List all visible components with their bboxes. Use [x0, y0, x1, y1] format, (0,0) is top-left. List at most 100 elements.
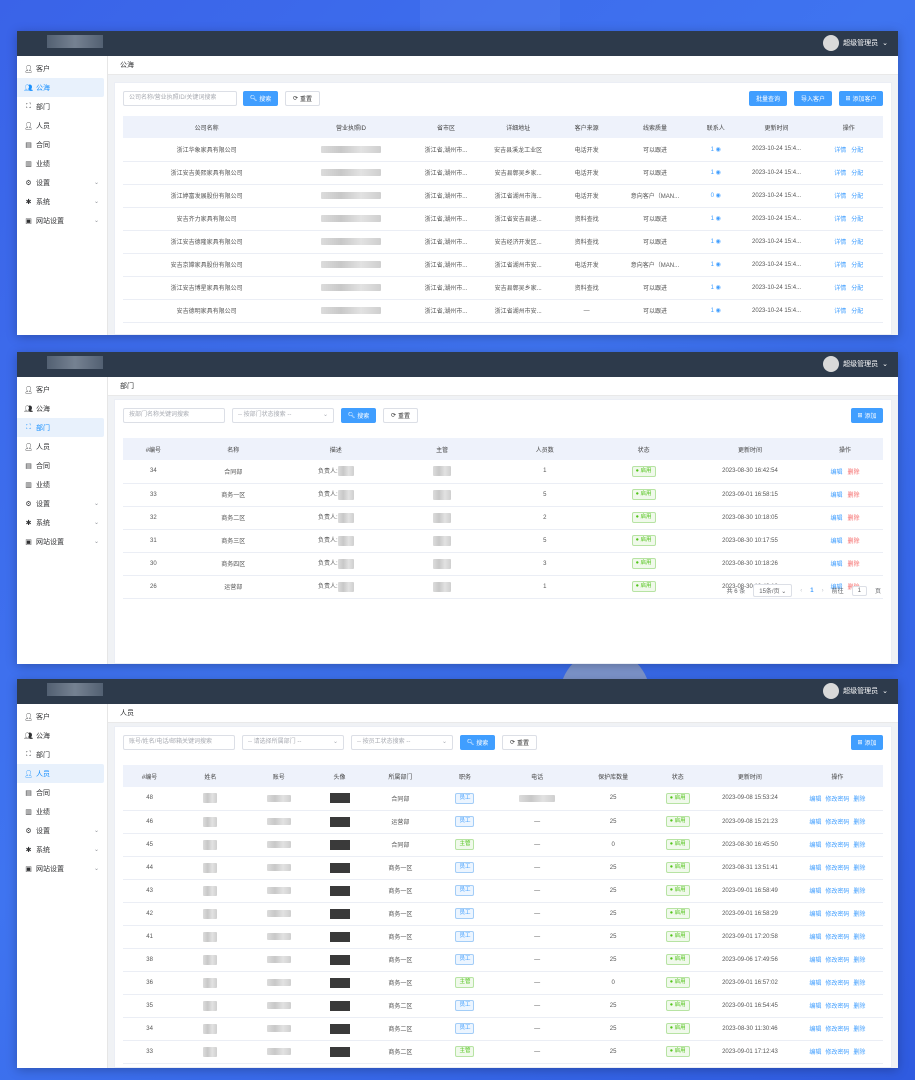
edit-link[interactable]: 编辑 [809, 820, 822, 826]
user-menu[interactable]: 超级管理员 ⌄ [823, 356, 888, 372]
delete-link[interactable]: 删除 [847, 562, 860, 568]
batch-query-button[interactable]: 批量查询 [749, 91, 787, 106]
search-button[interactable]: 🔍︎ 搜索 [243, 91, 278, 106]
delete-link[interactable]: 删除 [853, 843, 866, 849]
sidebar-item[interactable]: ⚙︎ 设置 ⌄ [17, 494, 107, 513]
sidebar-item[interactable]: ⛶ 部门 [17, 418, 104, 437]
sidebar-item[interactable]: ⚙︎ 设置 ⌄ [17, 173, 107, 192]
contacts[interactable]: 0 ◉ [692, 184, 739, 208]
edit-link[interactable]: 编辑 [809, 1004, 822, 1010]
delete-link[interactable]: 删除 [847, 469, 860, 476]
sidebar-item[interactable]: 👥︎ 公海 [17, 726, 107, 745]
sidebar-item[interactable]: ▥ 业绩 [17, 802, 107, 821]
contacts[interactable]: 1 ◉ [692, 299, 739, 323]
delete-link[interactable]: 删除 [847, 516, 860, 522]
change-password-link[interactable]: 修改密码 [825, 1027, 850, 1033]
contacts[interactable]: 1 ◉ [692, 253, 739, 277]
eye-icon[interactable]: ◉ [715, 262, 721, 268]
reset-button[interactable]: ⟳ 重置 [285, 91, 320, 106]
sidebar-item[interactable]: 👤︎ 人员 [17, 116, 107, 135]
delete-link[interactable]: 删除 [853, 935, 866, 941]
delete-link[interactable]: 删除 [853, 866, 866, 872]
delete-link[interactable]: 删除 [853, 1027, 866, 1033]
search-button[interactable]: 🔍︎ 搜索 [460, 735, 495, 750]
change-password-link[interactable]: 修改密码 [825, 958, 850, 964]
contact-count[interactable]: 1 [710, 216, 714, 222]
delete-link[interactable]: 删除 [853, 820, 866, 826]
change-password-link[interactable]: 修改密码 [825, 820, 850, 826]
contact-count[interactable]: 1 [710, 239, 714, 245]
assign-link[interactable]: 分配 [851, 286, 864, 292]
import-customer-button[interactable]: 导入客户 [794, 91, 832, 106]
sidebar-item[interactable]: ⛶ 部门 [17, 97, 107, 116]
search-input[interactable]: 账号/姓名/电话/邮箱关键词搜索 [123, 735, 235, 750]
eye-icon[interactable]: ◉ [715, 216, 721, 222]
department-select[interactable]: -- 请选择所属部门 -- ⌄ [242, 735, 344, 750]
detail-link[interactable]: 详情 [834, 263, 847, 269]
sidebar-item[interactable]: ▣ 网站设置 ⌄ [17, 211, 107, 230]
sidebar-item[interactable]: ▤ 合同 [17, 783, 107, 802]
eye-icon[interactable]: ◉ [715, 170, 721, 176]
eye-icon[interactable]: ◉ [715, 146, 721, 153]
add-button[interactable]: ⊞ 添加 [851, 408, 883, 423]
contact-count[interactable]: 1 [710, 146, 714, 153]
eye-icon[interactable]: ◉ [715, 285, 721, 291]
sidebar-item[interactable]: 👤︎ 人员 [17, 764, 104, 783]
page-size-select[interactable]: 15条/页 ⌄ [753, 584, 793, 597]
contacts[interactable]: 1 ◉ [692, 207, 739, 231]
contacts[interactable]: 1 ◉ [692, 138, 739, 162]
sidebar-item[interactable]: ▤ 合同 [17, 456, 107, 475]
contacts[interactable]: 1 ◉ [692, 230, 739, 254]
edit-link[interactable]: 编辑 [809, 796, 822, 803]
edit-link[interactable]: 编辑 [830, 585, 843, 591]
sidebar-item[interactable]: ⛶ 部门 [17, 745, 107, 764]
sidebar-item[interactable]: ▥ 业绩 [17, 475, 107, 494]
sidebar-item[interactable]: ▥ 业绩 [17, 154, 107, 173]
detail-link[interactable]: 详情 [834, 240, 847, 246]
eye-icon[interactable]: ◉ [715, 239, 721, 245]
sidebar-item[interactable]: ✱ 系统 ⌄ [17, 840, 107, 859]
sidebar-item[interactable]: 👤︎ 客户 [17, 380, 107, 399]
prev-page-icon[interactable]: ‹ [800, 587, 803, 594]
change-password-link[interactable]: 修改密码 [825, 1004, 850, 1010]
change-password-link[interactable]: 修改密码 [825, 935, 850, 941]
contacts[interactable]: 1 ◉ [692, 161, 739, 185]
detail-link[interactable]: 详情 [834, 309, 847, 315]
edit-link[interactable]: 编辑 [809, 935, 822, 941]
change-password-link[interactable]: 修改密码 [825, 866, 850, 872]
eye-icon[interactable]: ◉ [715, 308, 721, 314]
change-password-link[interactable]: 修改密码 [825, 912, 850, 918]
sidebar-item[interactable]: ▣ 网站设置 ⌄ [17, 859, 107, 878]
sidebar-item[interactable]: ⚙︎ 设置 ⌄ [17, 821, 107, 840]
delete-link[interactable]: 删除 [853, 1050, 866, 1056]
edit-link[interactable]: 编辑 [809, 958, 822, 964]
edit-link[interactable]: 编辑 [830, 562, 843, 568]
status-select[interactable]: -- 按部门状态搜索 -- ⌄ [232, 408, 334, 423]
change-password-link[interactable]: 修改密码 [825, 1050, 850, 1056]
detail-link[interactable]: 详情 [834, 171, 847, 177]
reset-button[interactable]: ⟳ 重置 [502, 735, 537, 750]
edit-link[interactable]: 编辑 [809, 1027, 822, 1033]
edit-link[interactable]: 编辑 [809, 1050, 822, 1056]
sidebar-item[interactable]: ▤ 合同 [17, 135, 107, 154]
change-password-link[interactable]: 修改密码 [825, 981, 850, 987]
edit-link[interactable]: 编辑 [830, 539, 843, 545]
edit-link[interactable]: 编辑 [830, 516, 843, 522]
sidebar-item[interactable]: ✱ 系统 ⌄ [17, 513, 107, 532]
contact-count[interactable]: 0 [710, 193, 714, 199]
sidebar-item[interactable]: 👤︎ 客户 [17, 59, 107, 78]
search-button[interactable]: 🔍︎ 搜索 [341, 408, 376, 423]
sidebar-item[interactable]: ✱ 系统 ⌄ [17, 192, 107, 211]
delete-link[interactable]: 删除 [853, 796, 866, 803]
change-password-link[interactable]: 修改密码 [825, 889, 850, 895]
sidebar-item[interactable]: ▣ 网站设置 ⌄ [17, 532, 107, 551]
delete-link[interactable]: 删除 [847, 539, 860, 545]
add-customer-button[interactable]: ⊞ 添加客户 [839, 91, 883, 106]
delete-link[interactable]: 删除 [847, 493, 860, 499]
assign-link[interactable]: 分配 [851, 171, 864, 177]
sidebar-item[interactable]: 👥︎ 公海 [17, 78, 104, 97]
delete-link[interactable]: 删除 [853, 889, 866, 895]
assign-link[interactable]: 分配 [851, 240, 864, 246]
sidebar-item[interactable]: 👤︎ 客户 [17, 707, 107, 726]
edit-link[interactable]: 编辑 [830, 493, 843, 499]
